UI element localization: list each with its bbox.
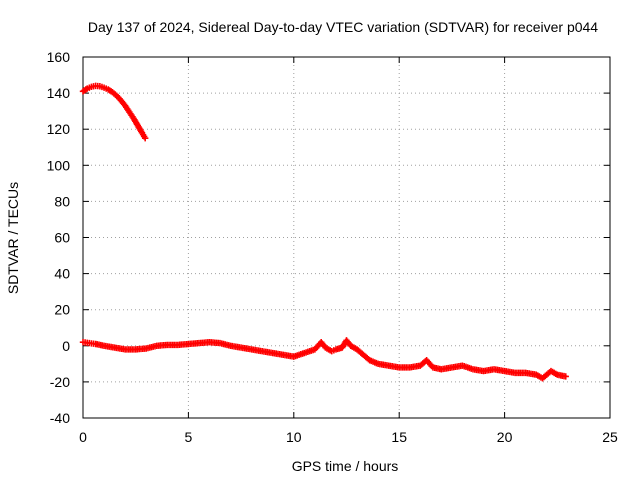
x-tick-label: 0	[79, 429, 87, 445]
x-tick-label: 15	[391, 429, 407, 445]
series-1	[79, 82, 149, 142]
y-tick-label: -20	[50, 374, 70, 390]
data-point	[562, 373, 569, 380]
data-points	[79, 82, 569, 382]
y-tick-label: 140	[47, 85, 71, 101]
data-point	[141, 135, 149, 142]
x-tick-label: 10	[286, 429, 302, 445]
y-tick-label: 0	[62, 338, 70, 354]
y-tick-label: 20	[54, 302, 70, 318]
chart-title: Day 137 of 2024, Sidereal Day-to-day VTE…	[88, 19, 598, 35]
x-axis-title: GPS time / hours	[292, 458, 399, 474]
y-tick-label: 60	[54, 230, 70, 246]
y-tick-label: 40	[54, 266, 70, 282]
x-tick-label: 25	[602, 429, 618, 445]
series-2	[79, 337, 569, 382]
y-tick-label: 100	[47, 157, 71, 173]
ticks: 0 5 10 15 20 25 -40 -20 0 20 40 60 80 100 120 140 160	[47, 49, 618, 445]
y-tick-label: 120	[47, 121, 71, 137]
y-tick-label: 160	[47, 49, 71, 65]
y-tick-label: -40	[50, 410, 70, 426]
x-tick-label: 5	[185, 429, 193, 445]
x-tick-label: 20	[497, 429, 513, 445]
y-tick-label: 80	[54, 193, 70, 209]
y-axis-title: SDTVAR / TECUs	[5, 182, 21, 294]
